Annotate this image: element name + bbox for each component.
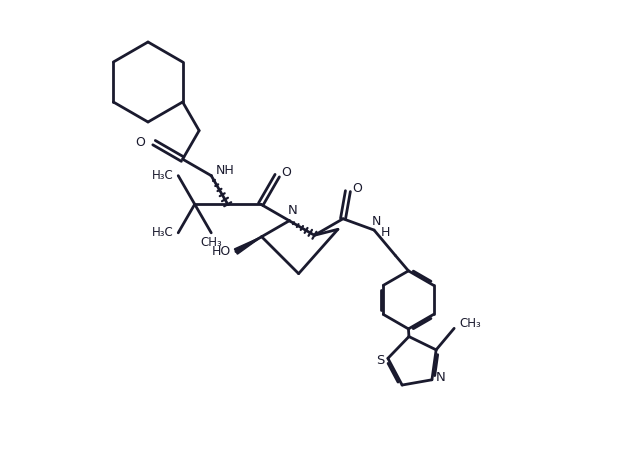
Text: CH₃: CH₃ (460, 317, 481, 330)
Polygon shape (234, 237, 262, 254)
Text: S: S (376, 354, 384, 367)
Text: H: H (380, 226, 390, 239)
Text: N: N (436, 371, 446, 384)
Text: H₃C: H₃C (152, 227, 173, 239)
Text: H₃C: H₃C (152, 169, 173, 182)
Text: O: O (282, 166, 291, 179)
Text: HO: HO (212, 245, 231, 258)
Text: O: O (352, 181, 362, 195)
Text: O: O (135, 136, 145, 149)
Text: CH₃: CH₃ (200, 236, 222, 249)
Text: NH: NH (216, 164, 235, 177)
Text: N: N (371, 214, 381, 227)
Text: N: N (287, 204, 297, 217)
